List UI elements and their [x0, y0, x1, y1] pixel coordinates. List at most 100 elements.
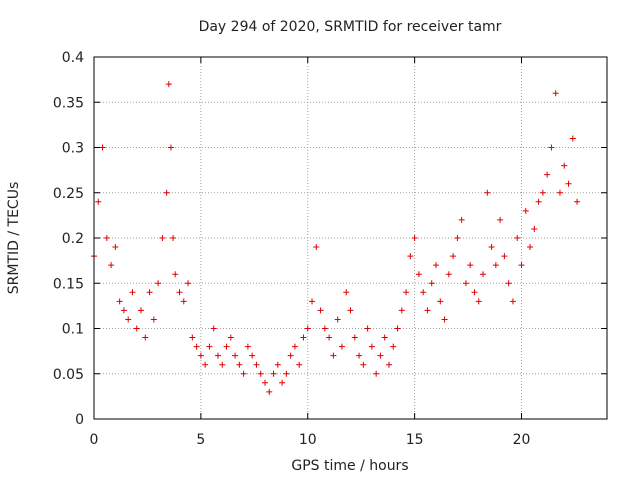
data-point [488, 244, 495, 251]
data-point [108, 262, 115, 269]
data-point [552, 90, 559, 97]
data-point [120, 307, 127, 314]
data-point [509, 298, 516, 305]
data-point [544, 171, 551, 178]
data-point [193, 343, 200, 350]
data-point [338, 343, 345, 350]
y-tick-label: 0.35 [53, 95, 84, 111]
data-point [236, 361, 243, 368]
data-point [505, 280, 512, 287]
data-point [253, 361, 260, 368]
data-point [467, 262, 474, 269]
data-point [112, 244, 119, 251]
data-point [450, 253, 457, 260]
x-tick-label: 20 [513, 432, 531, 448]
data-point [146, 289, 153, 296]
data-point [527, 244, 534, 251]
data-point [441, 316, 448, 323]
x-tick-label: 10 [299, 432, 317, 448]
data-point [300, 334, 307, 341]
data-point [556, 189, 563, 196]
data-point [437, 298, 444, 305]
data-point [95, 198, 102, 205]
data-point [125, 316, 132, 323]
data-point [565, 180, 572, 187]
data-point [159, 235, 166, 241]
data-point [484, 189, 491, 196]
data-point [454, 235, 461, 241]
data-point [103, 235, 110, 241]
data-point [347, 307, 354, 314]
data-point [287, 352, 294, 359]
data-point [266, 388, 273, 395]
axis-ticks [93, 56, 607, 420]
data-point [296, 361, 303, 368]
data-point [206, 343, 213, 350]
data-point [99, 144, 106, 151]
data-point [522, 207, 529, 214]
data-point [180, 298, 187, 305]
data-point [531, 225, 538, 232]
data-point [150, 316, 157, 323]
data-point [514, 235, 521, 241]
data-point [326, 334, 333, 341]
data-point [377, 352, 384, 359]
y-tick-label: 0.15 [53, 276, 84, 292]
data-point [167, 144, 174, 151]
data-point [403, 289, 410, 296]
x-tick-label: 0 [90, 432, 99, 448]
data-point [539, 189, 546, 196]
y-axis-label: SRMTID / TECUs [6, 182, 22, 295]
data-points [91, 81, 581, 395]
y-tick-label: 0.4 [62, 50, 84, 66]
data-point [433, 262, 439, 269]
data-point [240, 370, 247, 377]
data-point [385, 361, 392, 368]
data-point [428, 280, 435, 287]
data-point [321, 325, 328, 332]
data-point [407, 253, 414, 260]
data-point [411, 235, 418, 241]
data-point [165, 81, 172, 88]
data-point [142, 334, 149, 341]
data-point [304, 325, 311, 332]
x-tick-label: 15 [406, 432, 424, 448]
y-tick-label: 0.05 [53, 367, 84, 383]
data-point [424, 307, 431, 314]
data-point [176, 289, 183, 296]
data-point [270, 370, 277, 377]
data-point [257, 370, 264, 377]
data-point [364, 325, 371, 332]
data-point [189, 334, 196, 341]
data-point [351, 334, 358, 341]
data-point [309, 298, 316, 305]
data-point [249, 352, 256, 359]
data-point [317, 307, 324, 314]
data-point [210, 325, 217, 332]
data-point [420, 289, 427, 296]
data-point [492, 262, 499, 269]
data-point [223, 343, 230, 350]
data-point [561, 162, 568, 169]
data-point [475, 298, 482, 305]
data-point [398, 307, 405, 314]
y-tick-label: 0.25 [53, 186, 84, 202]
data-point [497, 216, 504, 223]
data-point [197, 352, 204, 359]
data-point [172, 271, 179, 278]
data-point [462, 280, 469, 287]
data-point [116, 298, 123, 305]
data-point [214, 352, 221, 359]
data-point [458, 216, 465, 223]
data-point [390, 343, 397, 350]
data-point [518, 262, 525, 269]
data-point [274, 361, 281, 368]
data-point [381, 334, 388, 341]
y-tick-labels: 0 0.05 0.1 0.15 0.2 0.25 0.3 0.35 0.4 [53, 50, 84, 428]
data-point [138, 307, 145, 314]
data-point [219, 361, 226, 368]
data-point [244, 343, 251, 350]
data-point [574, 198, 581, 205]
data-point [373, 370, 380, 377]
y-tick-label: 0.1 [62, 322, 84, 338]
